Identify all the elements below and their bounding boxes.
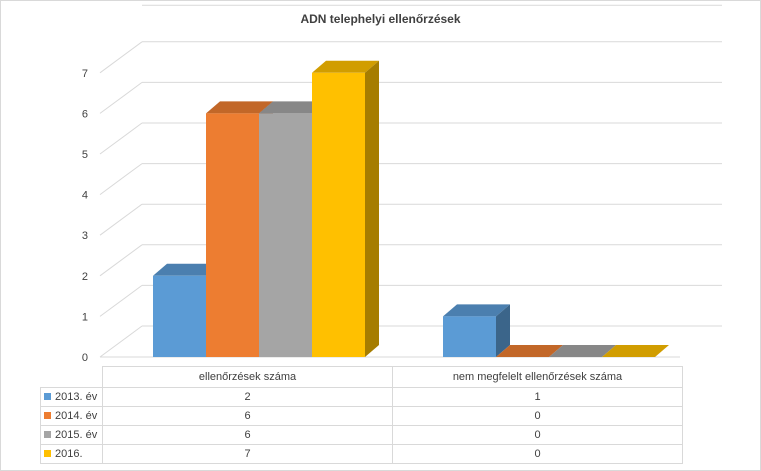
legend-key — [44, 430, 51, 438]
legend-entry: 2016. — [40, 444, 103, 464]
data-table: ellenőrzések száma nem megfelelt ellenőr… — [40, 366, 683, 464]
data-table-row: 2014. év 6 0 — [40, 406, 683, 426]
gridline-side — [99, 203, 143, 236]
series-label: 2016. — [55, 448, 83, 461]
data-table-row: 2015. év 6 0 — [40, 425, 683, 445]
bar-side — [496, 304, 510, 357]
legend-entry: 2013. év — [40, 387, 103, 407]
chart-title: ADN telephelyi ellenőrzések — [300, 12, 461, 26]
y-tick-label: 7 — [82, 68, 88, 80]
legend-key — [44, 411, 51, 419]
data-table-corner — [40, 366, 103, 388]
data-table-row: 2016. 7 0 — [40, 444, 683, 464]
legend-key — [44, 392, 51, 400]
data-table-header-row: ellenőrzések száma nem megfelelt ellenőr… — [40, 366, 683, 388]
data-label: 6 — [102, 406, 393, 426]
legend-entry: 2014. év — [40, 406, 103, 426]
bar-top — [153, 263, 220, 276]
bar-side — [365, 60, 379, 358]
category-label: ellenőrzések száma — [102, 366, 393, 388]
data-label: 6 — [102, 425, 393, 445]
bar-top — [206, 101, 273, 114]
bar-top — [259, 101, 326, 114]
gridline-side — [99, 244, 143, 277]
series-label: 2013. év — [55, 391, 98, 404]
gridline-side — [99, 325, 143, 358]
data-label: 2 — [102, 387, 393, 407]
bar-top — [443, 304, 510, 317]
bar-top — [602, 345, 669, 357]
bar — [206, 113, 259, 358]
y-tick-label: 5 — [82, 149, 88, 161]
y-tick-label: 2 — [82, 271, 88, 283]
bar-top — [549, 345, 616, 357]
series-label: 2014. év — [55, 410, 98, 423]
series-label: 2015. év — [55, 429, 98, 442]
bar — [153, 275, 206, 357]
gridline-side — [99, 122, 143, 155]
y-tick-label: 0 — [82, 352, 88, 364]
data-label: 1 — [392, 387, 683, 407]
gridline-side — [99, 163, 143, 196]
bar-top — [496, 345, 563, 357]
gridline-side — [99, 81, 143, 114]
legend-entry: 2015. év — [40, 425, 103, 445]
gridline-side — [99, 284, 143, 317]
legend-key — [44, 449, 51, 457]
data-label: 0 — [392, 406, 683, 426]
y-tick-label: 4 — [82, 190, 88, 202]
y-tick-label: 3 — [82, 230, 88, 242]
bar — [443, 316, 496, 357]
y-tick-label: 6 — [82, 108, 88, 120]
bar — [259, 113, 312, 358]
data-label: 0 — [392, 444, 683, 464]
bar-top — [312, 60, 379, 73]
data-label: 0 — [392, 425, 683, 445]
category-label: nem megfelelt ellenőrzések száma — [392, 366, 683, 388]
data-label: 7 — [102, 444, 393, 464]
y-tick-label: 1 — [82, 311, 88, 323]
bar — [312, 72, 365, 358]
gridline-side — [99, 41, 143, 74]
data-table-row: 2013. év 2 1 — [40, 387, 683, 407]
